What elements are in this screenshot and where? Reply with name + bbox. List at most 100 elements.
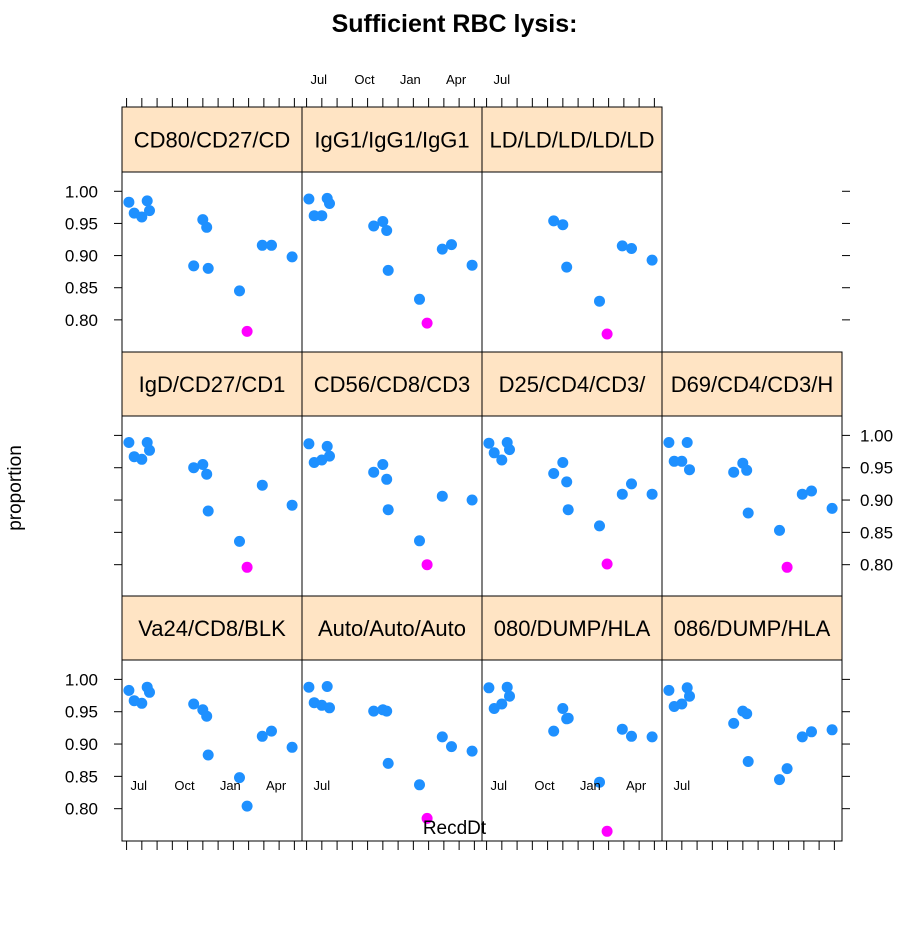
data-point (826, 502, 838, 514)
data-point (381, 225, 393, 236)
y-tick-label: 1.00 (860, 426, 893, 445)
data-point (806, 726, 817, 738)
panel-strip (302, 596, 482, 660)
panel-strip (122, 352, 302, 416)
panel-strip-label: IgD/CD27/CD1 (139, 372, 286, 397)
data-point (368, 220, 380, 232)
data-point (188, 698, 200, 710)
data-point (616, 488, 628, 500)
data-point (561, 476, 573, 488)
panel-strip-label: D69/CD4/CD3/H (671, 372, 834, 397)
x-tick-label: Apr (446, 72, 467, 87)
panel-border (661, 595, 843, 842)
data-point (594, 776, 605, 788)
data-point (548, 725, 560, 737)
data-point (377, 459, 389, 470)
y-tick-label: 0.95 (860, 459, 893, 478)
y-tick-label: 0.90 (860, 491, 893, 510)
flagged-point (601, 328, 613, 340)
y-tick-label: 0.95 (65, 214, 98, 233)
flagged-point (601, 558, 613, 570)
data-point (466, 745, 478, 757)
x-tick-label: Jul (314, 778, 331, 793)
data-point (324, 702, 335, 714)
data-point (368, 705, 380, 717)
panel-10: 080/DUMP/HLA (481, 595, 663, 842)
data-point (562, 504, 574, 516)
data-point (234, 535, 245, 547)
panel-strip (482, 107, 662, 172)
data-point (741, 464, 753, 476)
panel-6: D25/CD4/CD3/ (481, 351, 663, 598)
data-point (321, 440, 333, 452)
panel-2: IgG1/IgG1/IgG1 (301, 106, 483, 353)
data-point (496, 454, 508, 466)
data-point (436, 490, 448, 502)
y-tick-label: 0.95 (65, 703, 98, 722)
data-point (646, 488, 658, 500)
x-tick-label: Jan (220, 778, 241, 793)
panel-11: 086/DUMP/HLA (661, 595, 843, 842)
data-point (548, 468, 560, 479)
data-point (382, 504, 394, 516)
data-point (684, 690, 695, 702)
panel-strip (482, 352, 662, 416)
data-point (136, 697, 148, 709)
y-tick-label: 0.85 (65, 279, 98, 298)
data-point (561, 261, 573, 273)
x-tick-label: Oct (534, 778, 555, 793)
data-point (668, 455, 680, 467)
y-tick-label: 0.80 (65, 311, 98, 330)
data-point (616, 723, 628, 735)
data-point (436, 731, 448, 743)
data-point (324, 450, 335, 462)
data-point (144, 686, 155, 698)
panel-strip-label: CD80/CD27/CD (134, 128, 291, 153)
data-point (488, 447, 500, 459)
flagged-point (601, 825, 613, 837)
data-point (594, 520, 605, 532)
data-point (123, 196, 135, 208)
y-tick-label: 0.85 (860, 523, 893, 542)
panel-strip (662, 596, 842, 660)
data-point (663, 437, 675, 448)
data-point (188, 462, 200, 474)
data-point (626, 478, 637, 490)
data-point (202, 262, 214, 274)
data-point (806, 485, 817, 497)
data-point (286, 251, 298, 263)
data-point (646, 731, 658, 743)
panel-strip-label: IgG1/IgG1/IgG1 (314, 128, 469, 153)
data-point (234, 285, 245, 297)
x-tick-label: Apr (626, 778, 647, 793)
x-tick-label: Apr (266, 778, 287, 793)
x-tick-label: Jul (310, 72, 327, 87)
flagged-point (241, 561, 253, 573)
data-point (646, 254, 658, 266)
data-point (308, 210, 320, 222)
data-point (728, 717, 740, 729)
data-point (141, 195, 153, 207)
data-point (241, 800, 253, 812)
data-point (681, 437, 693, 448)
flagged-point (241, 325, 253, 337)
panel-strip-label: LD/LD/LD/LD/LD (489, 128, 654, 153)
x-tick-label: Jan (580, 778, 601, 793)
data-point (436, 243, 448, 255)
y-tick-label: 1.00 (65, 182, 98, 201)
data-point (483, 437, 495, 449)
data-point (201, 221, 213, 233)
y-axis-label: proportion (5, 445, 26, 531)
data-point (626, 730, 637, 742)
data-point (381, 705, 393, 717)
x-tick-label: Jan (400, 72, 421, 87)
data-point (382, 264, 394, 276)
panel-9: Auto/Auto/Auto (301, 595, 483, 842)
data-point (303, 681, 315, 693)
data-point (321, 681, 333, 692)
data-point (256, 730, 268, 742)
data-point (286, 499, 298, 511)
data-point (197, 459, 209, 470)
